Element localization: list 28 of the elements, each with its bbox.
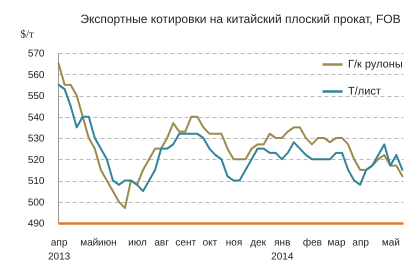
x-tick-label: ноя: [226, 238, 242, 248]
legend-label: Г/к рулоны: [348, 58, 403, 70]
x-tick-label: апр 2013: [48, 238, 71, 262]
chart-title: Экспортные котировки на китайский плоский прокат, FOB: [80, 12, 401, 26]
x-tick-label: май: [80, 238, 98, 248]
y-tick-label: 550: [28, 91, 45, 102]
y-tick-label: 560: [28, 70, 45, 81]
x-tick-label: янв 2014: [271, 238, 294, 262]
x-tick-label: сент: [175, 238, 197, 248]
x-tick-label: мар: [328, 238, 346, 248]
y-axis-title: $/т: [20, 28, 34, 40]
y-tick-label: 530: [28, 134, 45, 144]
y-tick-label: 540: [28, 112, 45, 124]
x-tick-label: окт: [202, 238, 218, 248]
x-tick-label: июн: [98, 238, 117, 248]
x-tick-label: фев: [302, 238, 322, 248]
x-tick-label: авг: [154, 238, 170, 248]
x-tick-label: дек: [250, 238, 267, 248]
y-tick-label: 490: [28, 218, 45, 230]
y-tick-label: 500: [28, 197, 45, 208]
legend-label: Т/лист: [348, 86, 381, 98]
y-tick-label: 570: [28, 48, 45, 60]
x-tick-label: апр: [352, 238, 370, 248]
x-tick-label: июл: [128, 238, 148, 248]
y-tick-label: 520: [28, 154, 45, 166]
y-tick-label: 510: [28, 176, 45, 187]
x-tick-label: май: [382, 238, 400, 248]
line-series: [58, 84, 404, 192]
